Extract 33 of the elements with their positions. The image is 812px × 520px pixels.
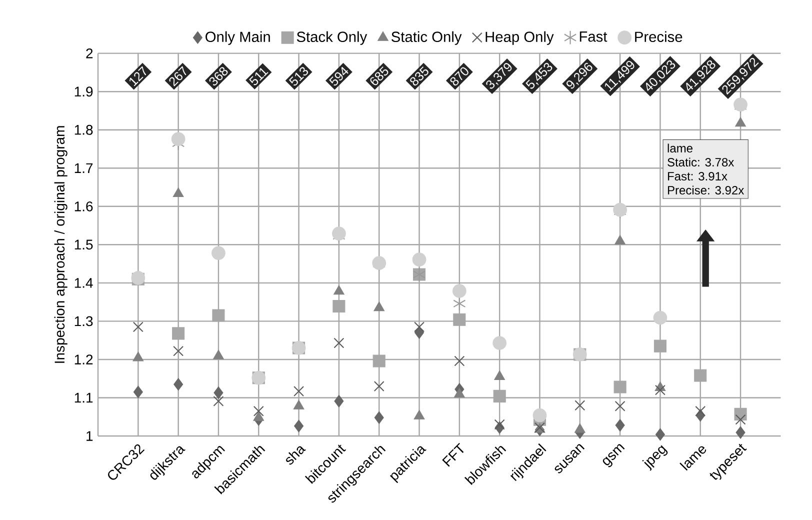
- legend-label: Static Only: [392, 31, 462, 45]
- y-tick-label: 1.4: [74, 278, 93, 288]
- legend-label: Stack Only: [296, 31, 368, 45]
- y-tick-label: 1.7: [74, 163, 93, 173]
- annotation: Fast: 3.91x: [668, 172, 728, 181]
- legend-label: Only Main: [206, 31, 270, 45]
- annotation: 127: [130, 66, 146, 86]
- annotation: 870: [450, 67, 468, 86]
- x-tick-label: sha: [286, 446, 306, 465]
- y-tick-label: 1.9: [74, 86, 93, 97]
- annotation: Static: 3.78x: [668, 158, 734, 167]
- legend-label: Fast: [580, 32, 608, 42]
- y-tick-label: 1: [86, 431, 93, 441]
- y-tick-label: 1.6: [74, 201, 93, 212]
- legend-label: Precise: [635, 31, 682, 42]
- y-tick-label: 1.1: [74, 392, 93, 403]
- x-tick-label: gsm: [602, 444, 625, 468]
- y-tick-label: 1.5: [74, 240, 93, 250]
- y-tick-label: 2: [86, 48, 93, 58]
- annotation: 594: [329, 66, 348, 86]
- legend-label: Heap Only: [486, 31, 554, 45]
- annotation: 267: [169, 66, 186, 86]
- y-axis-title: Inspection approach / original program: [54, 126, 68, 363]
- annotation: 835: [410, 66, 428, 86]
- annotation: 368: [209, 67, 228, 86]
- y-tick-label: 1.2: [74, 354, 93, 364]
- annotation: 511: [249, 68, 268, 86]
- annotation: 685: [370, 66, 388, 86]
- y-tick-label: 1.3: [74, 316, 93, 326]
- y-tick-label: 1.8: [74, 124, 93, 135]
- annotation: 513: [288, 67, 308, 86]
- annotation: Precise: 3.92x: [668, 186, 744, 195]
- annotation: lame: [668, 144, 692, 153]
